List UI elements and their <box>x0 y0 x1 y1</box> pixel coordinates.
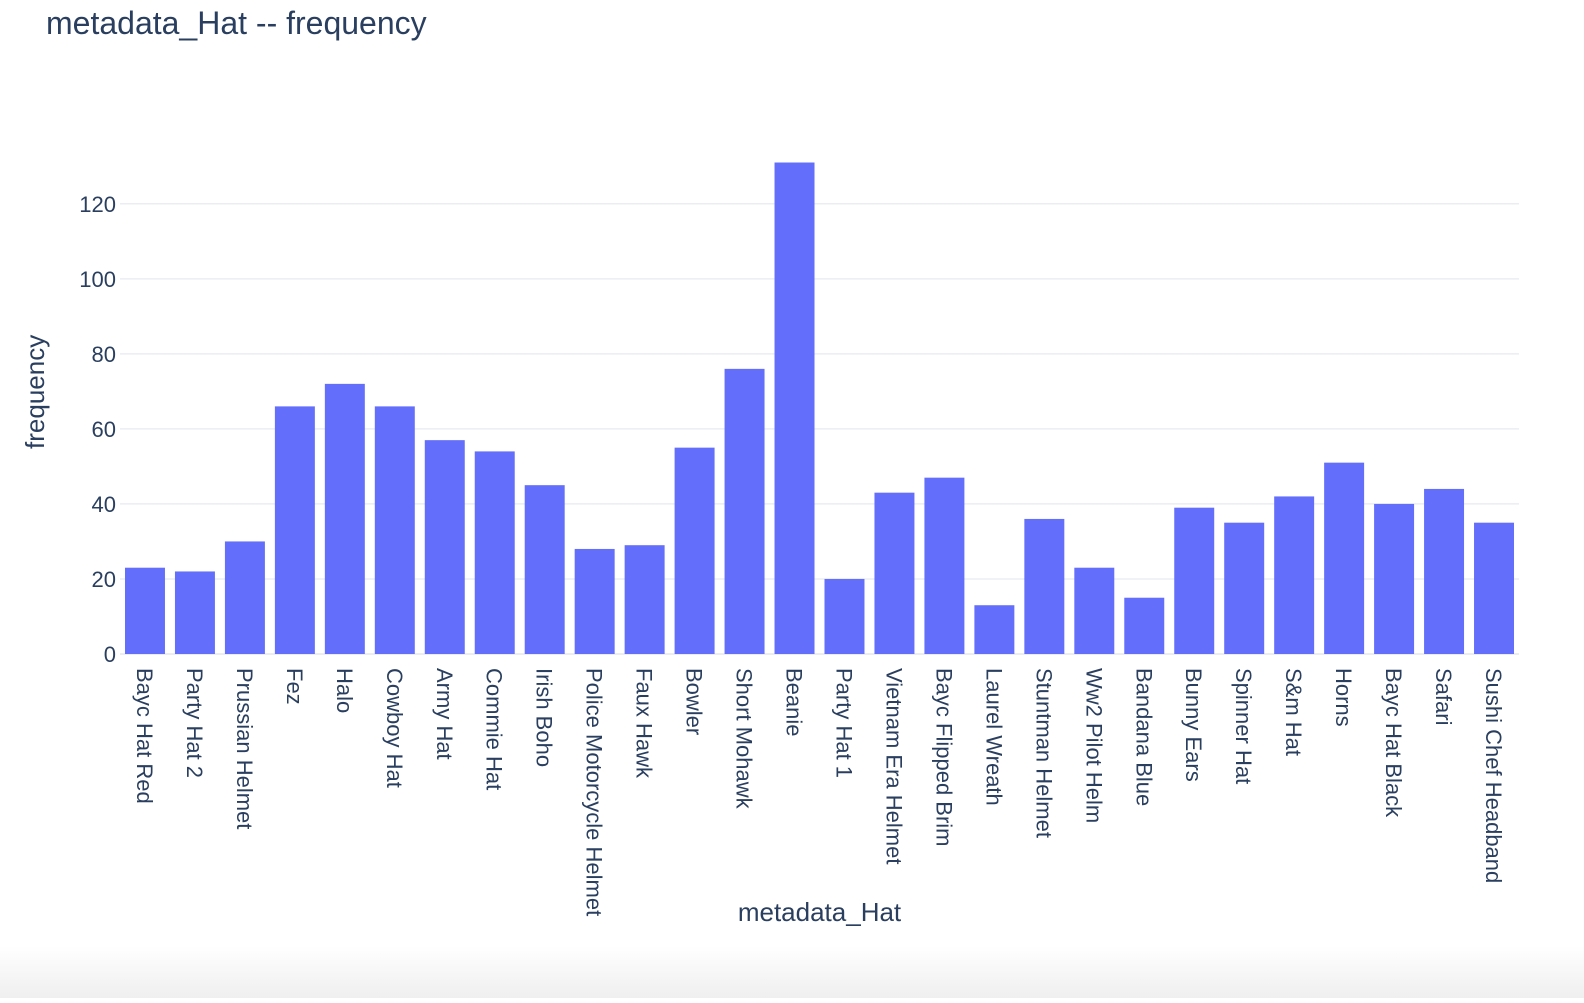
x-tick-label: Faux Hawk <box>632 668 657 779</box>
bar[interactable] <box>274 406 315 654</box>
bar[interactable] <box>124 567 165 654</box>
bar[interactable] <box>1024 518 1065 654</box>
y-tick-label: 0 <box>104 642 116 667</box>
y-tick-label: 100 <box>79 267 116 292</box>
bar[interactable] <box>924 477 965 654</box>
bar[interactable] <box>1424 488 1465 654</box>
bar[interactable] <box>674 447 715 654</box>
bar[interactable] <box>1174 507 1215 654</box>
bar[interactable] <box>974 605 1015 654</box>
x-tick-label: Prussian Helmet <box>232 668 257 829</box>
x-tick-label: Cowboy Hat <box>382 668 407 788</box>
bar[interactable] <box>324 383 365 654</box>
y-tick-label: 120 <box>79 192 116 217</box>
bar[interactable] <box>624 545 665 654</box>
x-tick-label: Beanie <box>782 668 807 737</box>
x-tick-label: Sushi Chef Headband <box>1481 668 1506 883</box>
bar[interactable] <box>1324 462 1365 654</box>
x-tick-label: Army Hat <box>432 668 457 760</box>
bars <box>124 162 1515 654</box>
bar[interactable] <box>224 541 265 654</box>
x-tick-label: Bunny Ears <box>1181 668 1206 782</box>
x-tick-label: Short Mohawk <box>732 668 757 810</box>
bar[interactable] <box>774 162 815 654</box>
x-tick-label: Stuntman Helmet <box>1031 668 1056 838</box>
bar[interactable] <box>874 492 915 654</box>
x-tick-label: Spinner Hat <box>1231 668 1256 784</box>
x-tick-label: Halo <box>332 668 357 713</box>
y-tick-label: 80 <box>92 342 116 367</box>
chart-title: metadata_Hat -- frequency <box>46 5 427 41</box>
x-tick-label: Fez <box>282 668 307 705</box>
x-tick-label: Police Motorcycle Helmet <box>582 668 607 916</box>
x-tick-label: Laurel Wreath <box>981 668 1006 806</box>
bar[interactable] <box>174 571 215 654</box>
y-tick-label: 20 <box>92 567 116 592</box>
x-tick-label: Bayc Flipped Brim <box>931 668 956 847</box>
bar[interactable] <box>1124 597 1165 654</box>
x-tick-label: Irish Boho <box>532 668 557 767</box>
bar[interactable] <box>1074 567 1115 654</box>
x-tick-label: Bayc Hat Red <box>132 668 157 804</box>
x-tick-label: Vietnam Era Helmet <box>881 668 906 864</box>
bar[interactable] <box>824 578 865 654</box>
bar[interactable] <box>1374 503 1415 654</box>
bar[interactable] <box>1274 496 1315 654</box>
x-tick-label: Horns <box>1331 668 1356 727</box>
x-tick-label: Ww2 Pilot Helm <box>1081 668 1106 823</box>
x-tick-label: Bandana Blue <box>1131 668 1156 806</box>
bar[interactable] <box>574 548 615 654</box>
bar[interactable] <box>524 485 565 654</box>
bar[interactable] <box>374 406 415 654</box>
y-tick-label: 40 <box>92 492 116 517</box>
bar[interactable] <box>1224 522 1265 654</box>
x-tick-label: Bayc Hat Black <box>1381 668 1406 818</box>
x-tick-label: Commie Hat <box>482 668 507 790</box>
bar[interactable] <box>474 451 515 654</box>
bar[interactable] <box>1474 522 1515 654</box>
x-axis-ticks: Bayc Hat Red Party Hat 2 Prussian Helmet Fe… <box>132 668 1506 916</box>
x-axis-title: metadata_Hat <box>738 897 902 927</box>
x-tick-label: Safari <box>1431 668 1456 725</box>
bar[interactable] <box>424 440 465 654</box>
bar[interactable] <box>724 368 765 654</box>
x-tick-label: Party Hat 1 <box>831 668 856 778</box>
x-tick-label: Bowler <box>682 668 707 735</box>
y-axis-ticks: 0 20 40 60 80 100 120 <box>79 192 116 667</box>
y-tick-label: 60 <box>92 417 116 442</box>
y-axis-title: frequency <box>20 335 50 449</box>
x-tick-label: S&m Hat <box>1281 668 1306 756</box>
x-tick-label: Party Hat 2 <box>182 668 207 778</box>
